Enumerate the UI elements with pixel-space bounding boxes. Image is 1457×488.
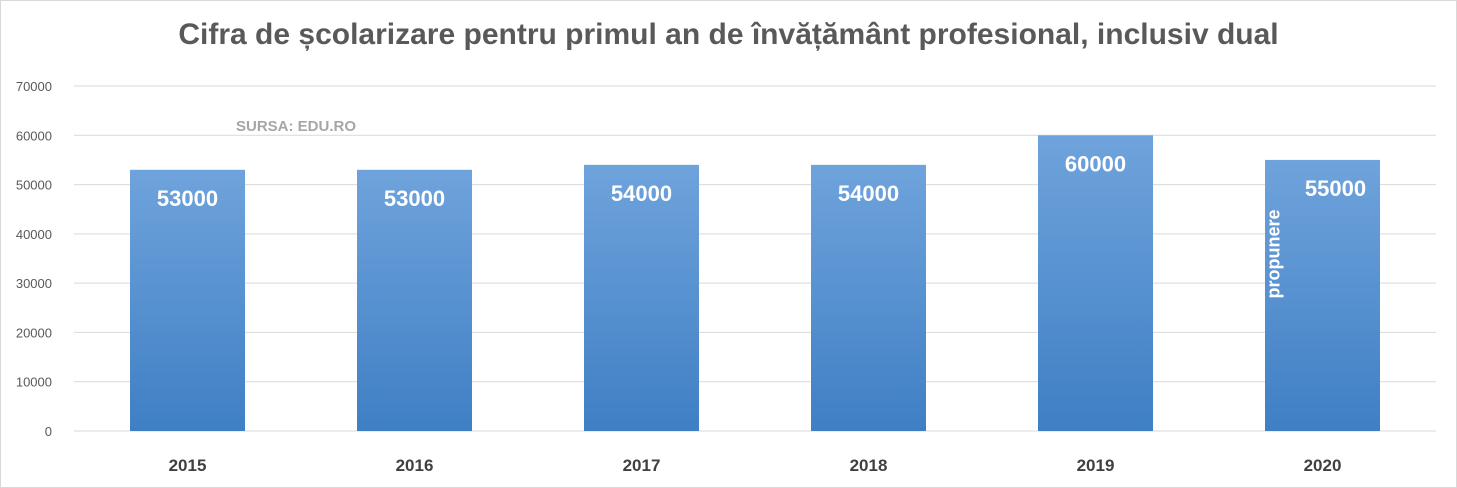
- bar: [811, 164, 926, 431]
- x-tick-label: 2015: [169, 456, 207, 475]
- x-tick-label: 2016: [396, 456, 434, 475]
- data-label: 54000: [838, 181, 899, 206]
- x-tick-label: 2020: [1304, 456, 1342, 475]
- y-tick-label: 40000: [16, 227, 52, 242]
- chart-title: Cifra de școlarizare pentru primul an de…: [178, 18, 1279, 51]
- y-axis: 0 10000 20000 30000 40000 50000 60000 70000: [16, 79, 52, 439]
- bar: [130, 169, 245, 432]
- x-tick-label: 2018: [850, 456, 888, 475]
- y-tick-label: 10000: [16, 375, 52, 390]
- y-tick-label: 0: [45, 424, 52, 439]
- y-tick-label: 60000: [16, 128, 52, 143]
- gridlines: [74, 85, 1436, 432]
- bar: [1038, 135, 1153, 432]
- data-label: 60000: [1065, 151, 1126, 176]
- y-tick-label: 20000: [16, 325, 52, 340]
- bar: [357, 169, 472, 432]
- x-axis: 2015 2016 2017 2018 2019 2020: [169, 456, 1342, 475]
- bars: 53000 53000 54000 54000 60000 55000 propunere: [130, 135, 1380, 432]
- bar: [584, 164, 699, 431]
- bar-annotation: propunere: [1264, 209, 1284, 298]
- data-label: 53000: [384, 186, 445, 211]
- x-tick-label: 2017: [623, 456, 661, 475]
- y-tick-label: 70000: [16, 79, 52, 94]
- bar: [1265, 159, 1380, 431]
- data-label: 55000: [1305, 176, 1366, 201]
- y-tick-label: 30000: [16, 276, 52, 291]
- data-label: 54000: [611, 181, 672, 206]
- data-label: 53000: [157, 186, 218, 211]
- source-note: SURSA: EDU.RO: [236, 118, 357, 135]
- x-tick-label: 2019: [1077, 456, 1115, 475]
- y-tick-label: 50000: [16, 178, 52, 193]
